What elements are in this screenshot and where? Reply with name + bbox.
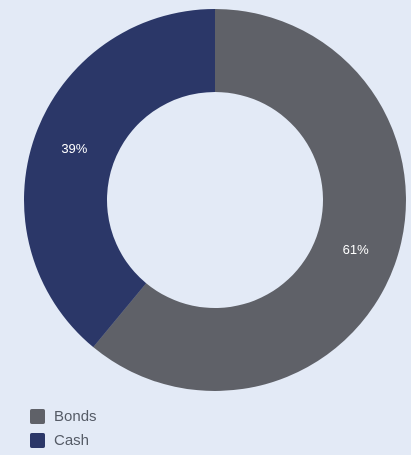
legend-label-cash: Cash: [54, 431, 90, 449]
slice-labels: 61% 39%: [61, 141, 369, 257]
legend-swatch-bonds: [30, 408, 45, 424]
donut-chart: 61% 39%: [23, 9, 407, 391]
donut-slices: [23, 9, 407, 391]
legend-item-cash: Cash: [30, 428, 97, 452]
legend: Bonds Cash: [30, 404, 97, 452]
slice-label-bonds: 61%: [343, 242, 369, 257]
slice-bonds: [93, 9, 407, 391]
legend-item-bonds: Bonds: [30, 404, 97, 428]
legend-label-bonds: Bonds: [54, 407, 97, 425]
slice-label-cash: 39%: [61, 141, 87, 156]
legend-swatch-cash: [30, 432, 45, 448]
slice-cash: [23, 9, 215, 348]
